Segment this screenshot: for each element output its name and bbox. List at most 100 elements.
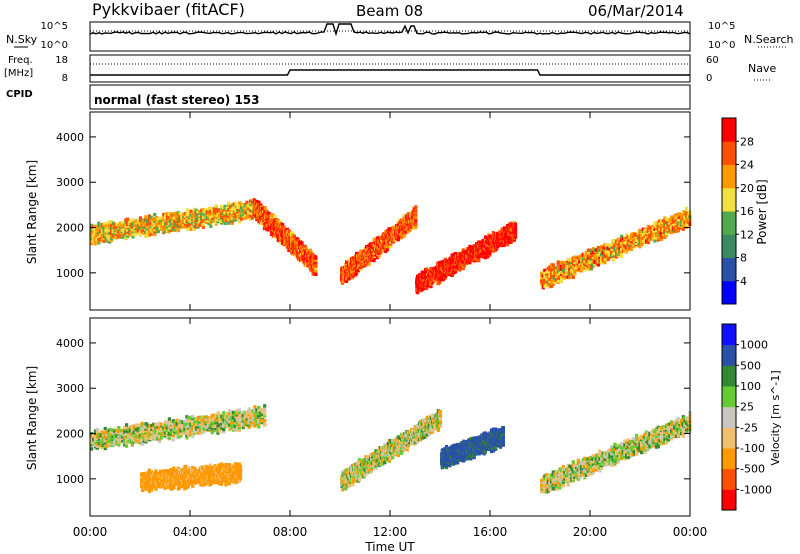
velocity-cell <box>117 440 121 445</box>
velocity-cell <box>130 437 134 441</box>
power-cell <box>422 278 426 282</box>
power-cell <box>396 238 400 242</box>
power-cell <box>540 276 544 280</box>
power-cell <box>373 237 377 241</box>
velocity-cell <box>113 434 117 438</box>
power-cell <box>598 252 602 256</box>
power-cell <box>153 223 157 228</box>
velocity-cell <box>123 438 127 442</box>
power-cell <box>191 212 195 216</box>
velocity-cell <box>132 427 136 431</box>
velocity-cell <box>144 437 148 441</box>
power-cell <box>653 221 657 225</box>
power-cell <box>140 226 144 231</box>
power-cell <box>241 207 245 211</box>
power-cell <box>563 272 567 277</box>
power-cell <box>227 207 231 212</box>
power-cell <box>198 216 202 220</box>
power-cell <box>650 230 654 235</box>
power-cell <box>93 238 97 242</box>
power-cell <box>171 213 175 218</box>
power-cell <box>359 267 363 271</box>
power-cell <box>165 228 169 233</box>
power-cell <box>414 205 418 209</box>
power-cell <box>570 271 574 276</box>
power-cell <box>655 229 659 233</box>
power-cell <box>568 258 572 262</box>
power-cell <box>102 232 106 236</box>
power-cell <box>196 218 200 223</box>
power-cell <box>192 212 197 216</box>
power-cell <box>229 216 233 221</box>
power-cell <box>623 236 627 240</box>
power-cell <box>124 224 128 229</box>
velocity-cell <box>121 435 125 439</box>
power-cell <box>630 236 634 240</box>
velocity-cell <box>111 440 115 445</box>
power-cell <box>548 268 552 272</box>
cpid-panel-frame <box>89 84 691 110</box>
power-cell <box>155 228 159 232</box>
power-cell <box>153 230 157 234</box>
power-cell <box>560 264 564 268</box>
power-cell <box>97 231 101 235</box>
power-cell <box>351 273 355 277</box>
power-cell <box>565 263 569 267</box>
power-cell <box>144 229 148 234</box>
power-cell <box>176 213 180 218</box>
power-cell <box>347 276 351 281</box>
power-cell <box>553 266 557 270</box>
power-cell <box>502 243 506 247</box>
power-cell <box>243 213 247 218</box>
power-cell <box>185 212 189 216</box>
power-cell <box>513 235 518 239</box>
power-cell <box>660 237 664 241</box>
power-heatmap <box>90 198 692 295</box>
power-cell <box>414 222 418 227</box>
power-cell <box>630 232 634 237</box>
power-cell <box>625 248 629 252</box>
power-cell <box>580 269 584 273</box>
power-cell <box>245 214 249 218</box>
power-cell <box>189 219 193 223</box>
power-cell <box>491 231 495 235</box>
velocity-cell <box>99 439 103 443</box>
velocity-cell <box>113 429 117 433</box>
power-cell <box>571 275 575 279</box>
power-cell <box>655 224 659 229</box>
velocity-cell <box>119 436 123 440</box>
velocity-cell <box>105 444 109 448</box>
power-cell <box>640 230 644 234</box>
velocity-cell <box>103 441 107 445</box>
power-cell <box>176 225 180 229</box>
power-cell <box>575 268 579 272</box>
power-cell <box>229 219 233 223</box>
power-colorbar-label: 24 <box>740 159 754 172</box>
power-cell <box>201 222 206 227</box>
velocity-cell <box>117 436 121 441</box>
power-cell <box>180 219 184 223</box>
power-cell <box>223 206 227 211</box>
velocity-cell <box>144 425 148 429</box>
power-cell <box>227 201 231 205</box>
power-cell <box>149 230 153 234</box>
power-cell <box>663 220 667 225</box>
power-cell <box>111 221 115 225</box>
power-cell <box>628 243 632 247</box>
power-cell <box>560 260 564 265</box>
power-cell <box>347 258 351 262</box>
power-cell <box>660 231 664 235</box>
velocity-cell <box>113 440 117 444</box>
power-cell <box>648 227 652 231</box>
velocity-cell <box>144 422 148 426</box>
power-cell <box>276 218 280 223</box>
velocity-cell <box>90 442 94 447</box>
power-cell <box>223 216 227 220</box>
power-cell <box>165 211 169 216</box>
power-cell <box>191 217 195 221</box>
velocity-cell <box>169 425 173 429</box>
power-cell <box>461 248 465 252</box>
power-cell <box>585 265 589 269</box>
